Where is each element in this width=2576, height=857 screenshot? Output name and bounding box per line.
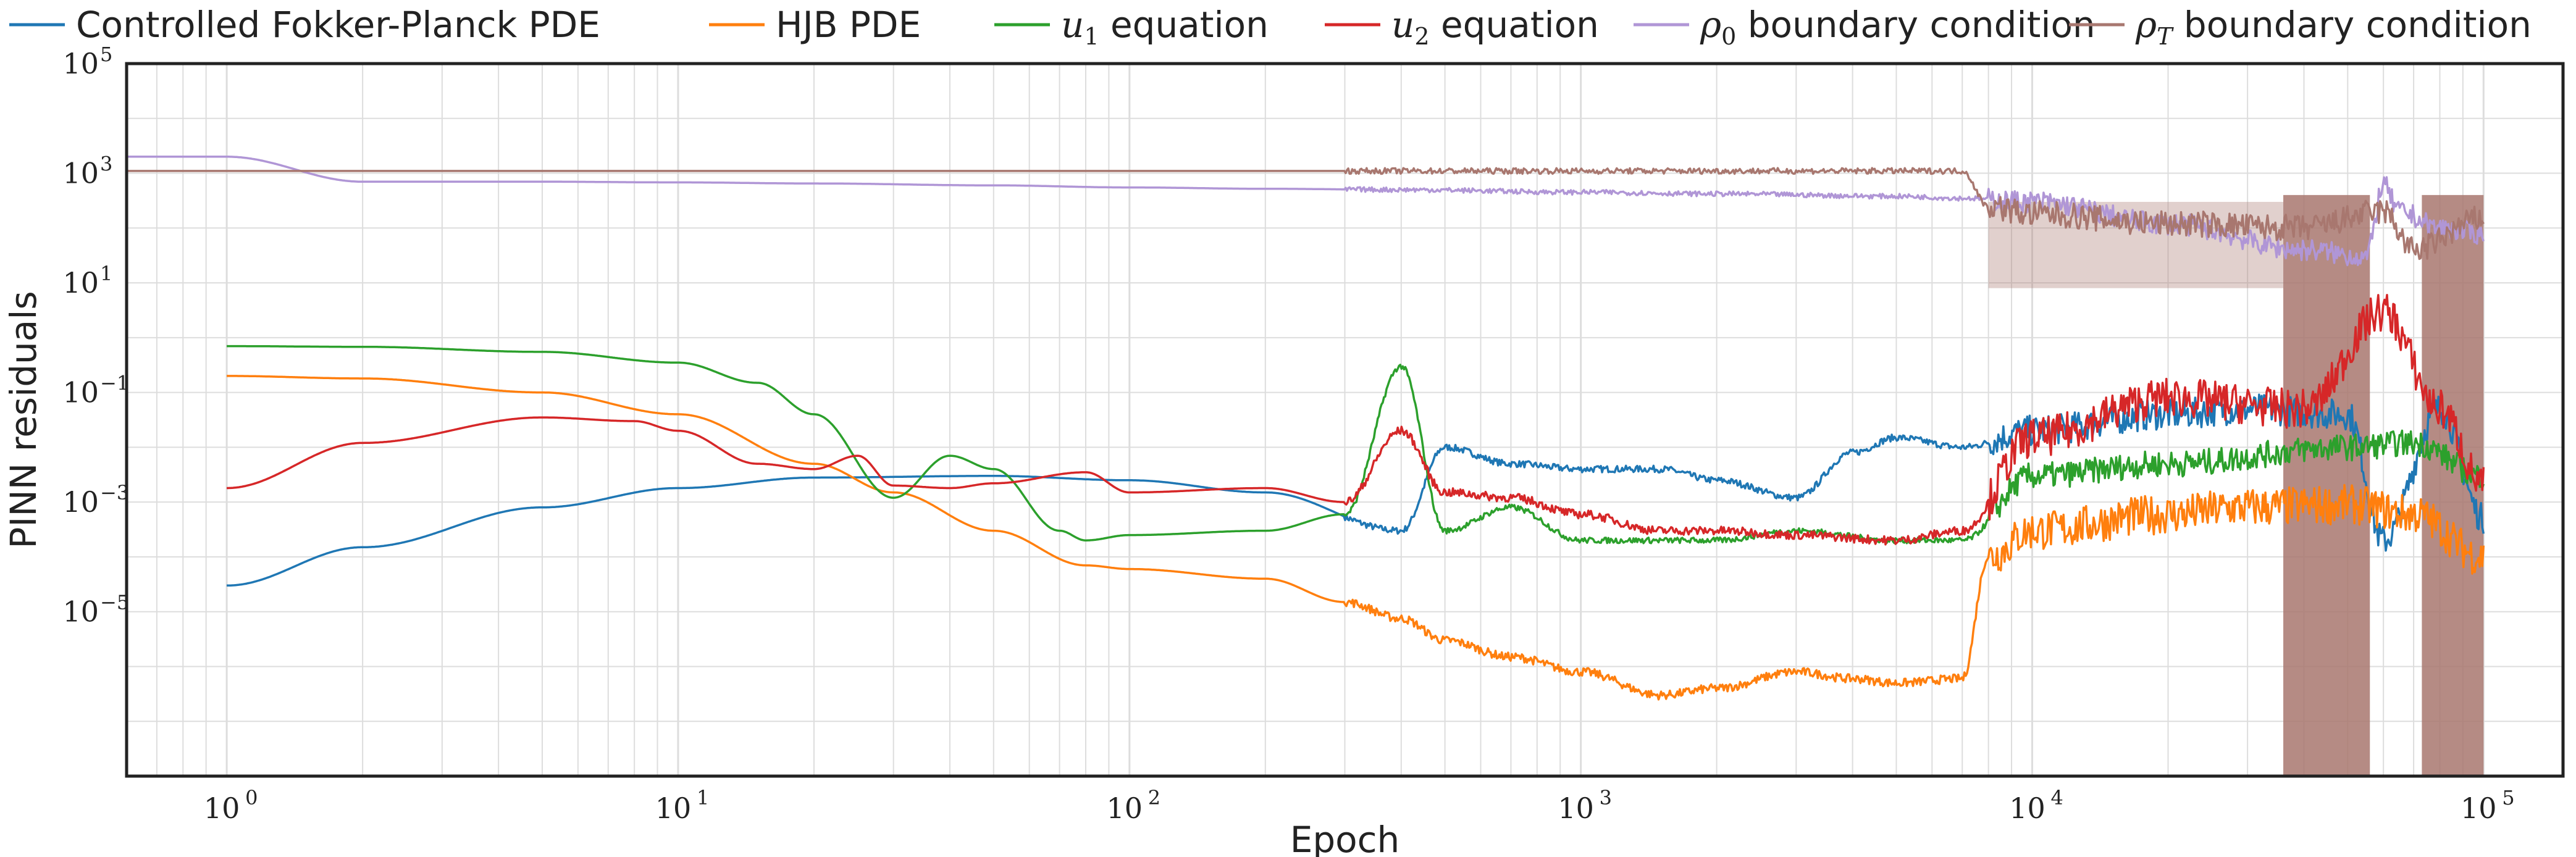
y-tick-label: 10 [62, 485, 99, 519]
x-axis-label: Epoch [1290, 819, 1400, 857]
series-line [227, 393, 2485, 587]
y-tick-label: 10 [62, 595, 99, 629]
x-tick-label: 10 [204, 792, 240, 825]
y-tick-exponent: −5 [100, 591, 129, 614]
x-tick-exponent: 2 [1148, 786, 1160, 809]
legend-label: Controlled Fokker-Planck PDE [76, 4, 600, 46]
x-tick-exponent: 5 [2502, 786, 2514, 809]
y-tick-exponent: 3 [100, 153, 112, 176]
legend-label: ρT boundary condition [2135, 4, 2532, 50]
series-line [227, 375, 2485, 701]
x-tick-exponent: 1 [697, 786, 709, 809]
x-tick-label: 10 [655, 792, 692, 825]
x-tick-labels: 10 0 10 1 10 2 10 3 10 4 10 5 [204, 786, 2515, 825]
x-tick-label: 10 [1558, 792, 1594, 825]
spread-band [2422, 194, 2484, 776]
x-tick-exponent: 4 [2050, 786, 2063, 809]
series-line [227, 293, 2485, 546]
series-line [127, 167, 2485, 261]
y-tick-label: 10 [62, 266, 99, 299]
y-tick-exponent: 5 [100, 43, 112, 66]
legend-label: u1 equation [1061, 4, 1269, 50]
series-line [227, 345, 2485, 545]
y-tick-label: 10 [62, 157, 99, 190]
legend-label: ρ0 boundary condition [1700, 4, 2096, 50]
x-tick-exponent: 3 [1600, 786, 1612, 809]
legend: Controlled Fokker-Planck PDE HJB PDE u1 eq… [9, 4, 2532, 50]
x-tick-label: 10 [2461, 792, 2497, 825]
y-axis-label: PINN residuals [2, 291, 44, 548]
legend-label: u2 equation [1391, 4, 1599, 50]
y-tick-label: 10 [62, 376, 99, 409]
y-tick-exponent: 1 [100, 262, 112, 285]
series-lines [127, 156, 2485, 701]
plot-frame [125, 62, 2565, 778]
x-tick-label: 10 [1107, 792, 1143, 825]
y-tick-exponent: −1 [100, 372, 129, 395]
series-line [127, 156, 2485, 267]
x-tick-label: 10 [2009, 792, 2045, 825]
x-tick-exponent: 0 [245, 786, 258, 809]
y-tick-label: 10 [62, 47, 99, 80]
legend-label: HJB PDE [776, 4, 921, 46]
spread-band [2283, 194, 2370, 776]
y-tick-exponent: −3 [100, 481, 129, 504]
